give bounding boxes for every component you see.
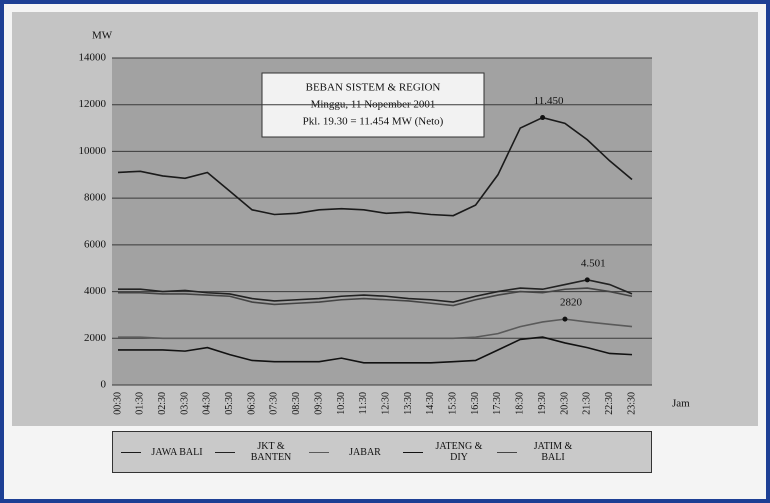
x-tick-label: 00:30 <box>112 392 123 415</box>
x-axis-label: Jam <box>672 398 690 410</box>
x-tick-label: 12:30 <box>380 392 391 415</box>
data-label: 2820 <box>560 297 583 309</box>
x-tick-label: 11:30 <box>358 392 369 414</box>
y-tick-label: 14000 <box>79 52 107 64</box>
y-tick-label: 2000 <box>84 332 107 344</box>
y-tick-label: 0 <box>101 379 107 391</box>
x-tick-label: 06:30 <box>246 392 257 415</box>
series-line <box>118 318 633 340</box>
legend-label: JKT & BANTEN <box>250 441 292 463</box>
x-tick-label: 21:30 <box>582 392 593 415</box>
x-tick-label: 16:30 <box>470 392 481 415</box>
legend-swatch <box>121 451 141 453</box>
x-tick-label: 19:30 <box>537 392 548 415</box>
legend-item: JKT & BANTEN <box>215 441 301 463</box>
y-tick-label: 4000 <box>84 285 107 297</box>
x-tick-label: 14:30 <box>425 392 436 415</box>
y-axis-label: MW <box>92 30 113 42</box>
legend-swatch <box>403 451 423 453</box>
y-tick-label: 8000 <box>84 192 107 204</box>
x-tick-label: 05:30 <box>224 392 235 415</box>
x-tick-label: 18:30 <box>515 392 526 415</box>
y-tick-label: 10000 <box>79 145 107 157</box>
x-tick-label: 04:30 <box>202 392 213 415</box>
marker <box>562 316 568 322</box>
series-line <box>118 336 633 364</box>
x-tick-label: 01:30 <box>135 392 146 415</box>
x-tick-label: 20:30 <box>559 392 570 415</box>
legend-swatch <box>497 451 517 453</box>
marker <box>540 115 546 121</box>
legend-item: JATENG & DIY <box>403 441 489 463</box>
x-tick-label: 22:30 <box>604 392 615 415</box>
x-tick-label: 15:30 <box>448 392 459 415</box>
x-tick-label: 17:30 <box>492 392 503 415</box>
y-tick-label: 6000 <box>84 238 107 250</box>
legend: JAWA BALI JKT & BANTEN JABAR JATENG & DIY JA… <box>112 431 652 473</box>
info-line: BEBAN SISTEM & REGION <box>306 82 441 94</box>
x-tick-label: 07:30 <box>269 392 280 415</box>
legend-label: JATIM & BALI <box>533 441 573 463</box>
series-line <box>118 279 633 303</box>
legend-label: JAWA BALI <box>151 446 203 458</box>
x-tick-label: 10:30 <box>336 392 347 415</box>
data-label: 11.450 <box>534 95 564 107</box>
y-tick-label: 12000 <box>79 98 107 110</box>
legend-label: JABAR <box>349 446 381 458</box>
info-line: Pkl. 19.30 = 11.454 MW (Neto) <box>303 116 444 128</box>
legend-label: JATENG & DIY <box>435 441 483 463</box>
legend-item: JAWA BALI <box>121 447 207 458</box>
x-tick-label: 08:30 <box>291 392 302 415</box>
legend-swatch <box>309 451 329 453</box>
legend-swatch <box>215 451 235 453</box>
series-line <box>117 116 633 217</box>
x-tick-label: 02:30 <box>157 392 168 415</box>
data-label: 4.501 <box>581 257 606 269</box>
marker <box>584 277 590 283</box>
x-tick-label: 13:30 <box>403 392 414 415</box>
x-tick-label: 09:30 <box>313 392 324 415</box>
legend-item: JATIM & BALI <box>497 441 583 463</box>
x-tick-label: 23:30 <box>626 392 637 415</box>
series-line <box>118 287 633 307</box>
legend-item: JABAR <box>309 447 395 458</box>
x-tick-label: 03:30 <box>179 392 190 415</box>
